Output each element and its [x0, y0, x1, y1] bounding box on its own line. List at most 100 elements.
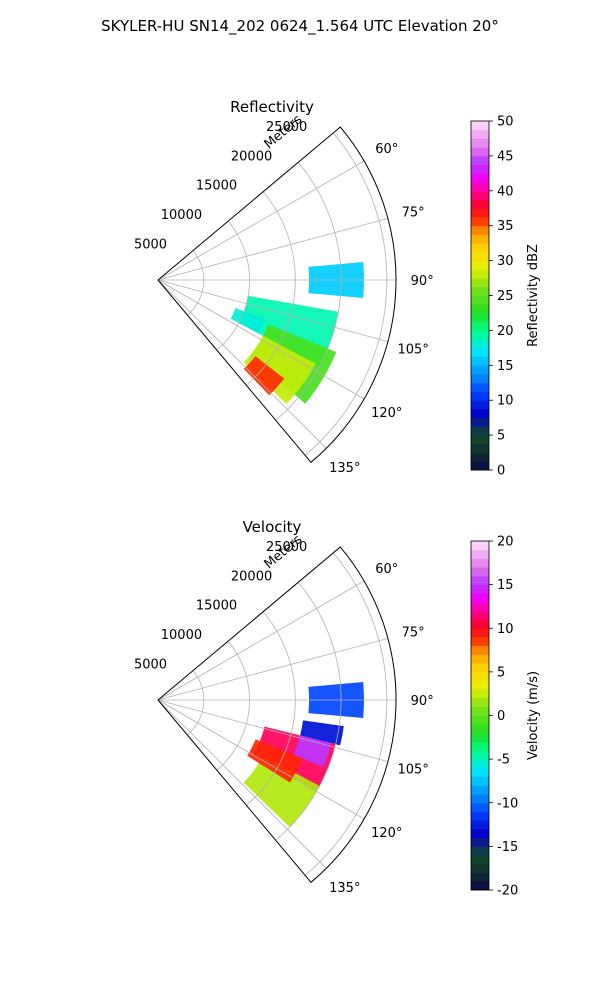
colorbar-segment [471, 663, 489, 673]
colorbar-segment [471, 278, 489, 288]
sector-frame [157, 546, 397, 884]
radial-tick-label: 5000 [134, 658, 167, 673]
azimuth-gridline [157, 699, 365, 820]
colorbar-segment [471, 549, 489, 559]
colorbar-segment [471, 794, 489, 804]
panel-title: Reflectivity [230, 98, 314, 116]
colorbar-segment [471, 138, 489, 148]
colorbar-tick-label: -20 [497, 884, 518, 899]
colorbar-segment [471, 767, 489, 777]
colorbar-segment [471, 417, 489, 427]
colorbar-segment [471, 347, 489, 357]
colorbar-segment [471, 129, 489, 139]
colorbar: 0 5 10 15 20 25 30 35 40 45 50 Reflectivity dBZ [470, 115, 541, 479]
range-ring [216, 640, 250, 771]
colorbar-segment [471, 689, 489, 699]
echo-region [243, 755, 320, 828]
colorbar-segment [471, 602, 489, 612]
echo-region [247, 739, 303, 783]
azimuth-gridline [157, 160, 365, 281]
azimuth-tick-label: 135° [329, 881, 360, 896]
colorbar-tick-label: 40 [497, 184, 514, 199]
colorbar-tick-label: 5 [497, 429, 505, 444]
colorbar-segment [471, 321, 489, 331]
panel-title: Velocity [243, 518, 302, 536]
colorbar-segment [471, 435, 489, 445]
radial-tick-label: 15000 [196, 599, 237, 614]
colorbar-label: Velocity (m/s) [526, 671, 541, 760]
colorbar-segment [471, 732, 489, 743]
colorbar-segment [471, 724, 489, 734]
colorbar-segment [471, 234, 489, 244]
azimuth-tick-label: 75° [402, 626, 425, 641]
range-ring [304, 132, 388, 456]
colorbar-segment [471, 339, 489, 349]
radial-tick-label: 20000 [231, 569, 272, 584]
colorbar-segment [471, 811, 489, 821]
colorbar-segment [471, 295, 489, 305]
azimuth-tick-label: 120° [371, 406, 402, 421]
colorbar-tick-label: 0 [497, 464, 505, 479]
colorbar-tick-label: 50 [497, 115, 514, 130]
range-ring [246, 191, 296, 386]
azimuth-gridline [157, 699, 327, 869]
colorbar-segment [471, 750, 489, 760]
colorbar-segment [471, 593, 489, 603]
colorbar-segment [471, 374, 489, 384]
colorbar-segment [471, 251, 489, 261]
radial-tick-label: 20000 [231, 149, 272, 164]
colorbar-segment [471, 863, 489, 873]
colorbar-tick-label: -15 [497, 840, 518, 855]
range-ring [216, 220, 250, 351]
colorbar-segment [471, 164, 489, 174]
colorbar-segment [471, 802, 489, 812]
colorbar-segment [471, 400, 489, 410]
colorbar-segment [471, 759, 489, 769]
colorbar-segment [471, 741, 489, 751]
colorbar-segment [471, 828, 489, 839]
azimuth-tick-label: 60° [375, 142, 398, 157]
echo-region [243, 335, 316, 404]
radial-tick-label: 15000 [196, 179, 237, 194]
colorbar-segment [471, 881, 489, 891]
colorbar-segment [471, 243, 489, 253]
radial-tick-label: 10000 [161, 208, 202, 223]
colorbar-segment [471, 382, 489, 392]
colorbar-segment [471, 610, 489, 620]
colorbar-tick-label: 10 [497, 394, 514, 409]
colorbar-tick-label: 0 [497, 709, 505, 724]
colorbar-segment [471, 820, 489, 830]
colorbar-segment [471, 365, 489, 375]
azimuth-gridline [157, 279, 365, 400]
colorbar-segment [471, 567, 489, 577]
colorbar-segment [471, 645, 489, 655]
azimuth-tick-label: 135° [329, 461, 360, 476]
colorbar-segment [471, 155, 489, 166]
colorbar-tick-label: 15 [497, 359, 514, 374]
colorbar-segment [471, 671, 489, 681]
colorbar-segment [471, 452, 489, 462]
colorbar-tick-label: 25 [497, 289, 514, 304]
colorbar-segment [471, 190, 489, 200]
colorbar-tick-label: 20 [497, 324, 514, 339]
colorbar-segment [471, 872, 489, 882]
azimuth-tick-label: 60° [375, 562, 398, 577]
colorbar-segment [471, 286, 489, 296]
figure-title: SKYLER-HU SN14_202 0624_1.564 UTC Elevat… [101, 17, 499, 36]
azimuth-tick-label: 90° [411, 274, 434, 289]
colorbar-segment [471, 619, 489, 629]
colorbar-segment [471, 846, 489, 856]
colorbar-segment [471, 208, 489, 218]
radial-tick-label: 25000 [266, 120, 307, 135]
colorbar-segment [471, 121, 489, 131]
colorbar-segment [471, 391, 489, 401]
azimuth-tick-label: 105° [398, 762, 429, 777]
colorbar-segment [471, 558, 489, 568]
azimuth-gridline [157, 638, 388, 701]
radial-tick-label: 25000 [266, 540, 307, 555]
colorbar-segment [471, 715, 489, 725]
echo-region [230, 308, 266, 334]
azimuth-tick-label: 90° [411, 694, 434, 709]
